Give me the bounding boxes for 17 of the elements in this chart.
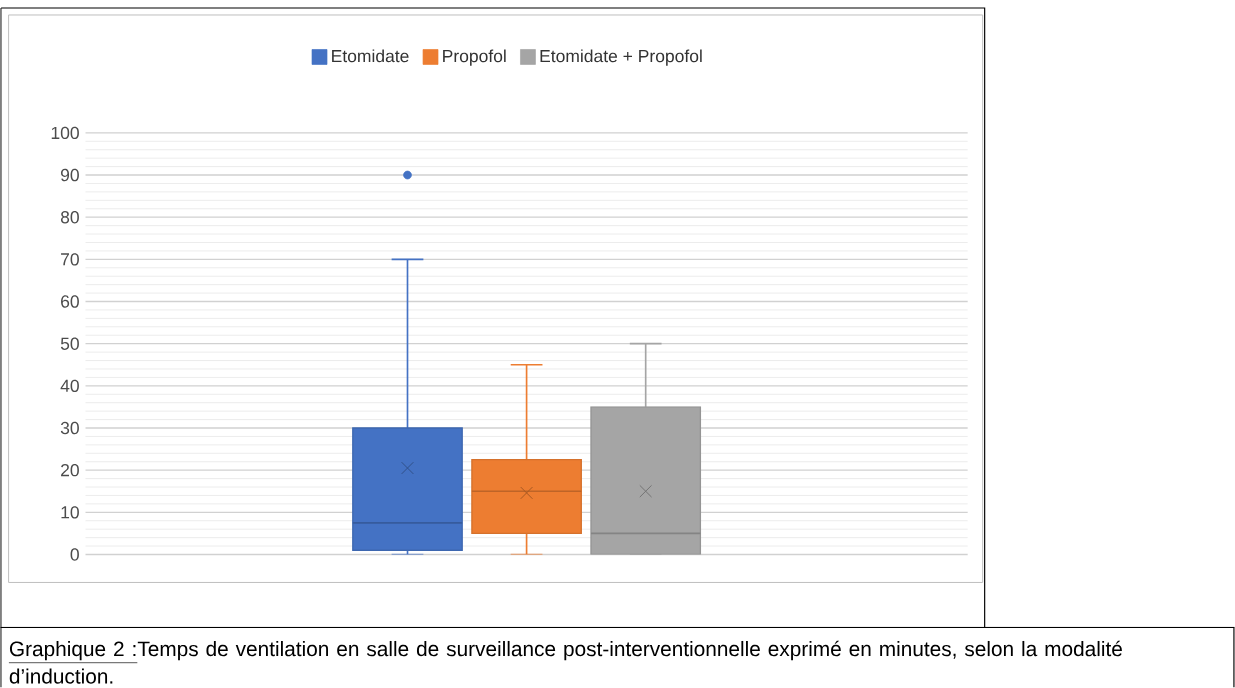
text: Graphique 2 : xyxy=(9,641,136,661)
y-tick-label: 60 xyxy=(61,295,79,308)
y-tick-label: 30 xyxy=(60,421,79,435)
legend-label: Propofol xyxy=(443,49,506,66)
y-tick-label: 70 xyxy=(61,253,79,266)
text: Temps de ventilation en salle de surveillance post-interventionnelle exprimé en minutes, selon la modalité xyxy=(137,640,1122,661)
y-tick-label: 90 xyxy=(60,168,79,182)
y-tick-label: 10 xyxy=(61,506,79,519)
y-tick-label: 100 xyxy=(51,126,79,140)
legend-label: Etomidate + Propofol xyxy=(540,49,702,66)
y-tick-label: 40 xyxy=(60,379,79,393)
y-tick-label: 0 xyxy=(70,548,79,561)
y-tick-label: 50 xyxy=(60,337,79,350)
text: d’induction. xyxy=(9,668,113,684)
y-tick-label: 20 xyxy=(61,464,79,477)
legend-label: Etomidate xyxy=(332,49,409,63)
y-tick-label: 80 xyxy=(60,211,79,224)
